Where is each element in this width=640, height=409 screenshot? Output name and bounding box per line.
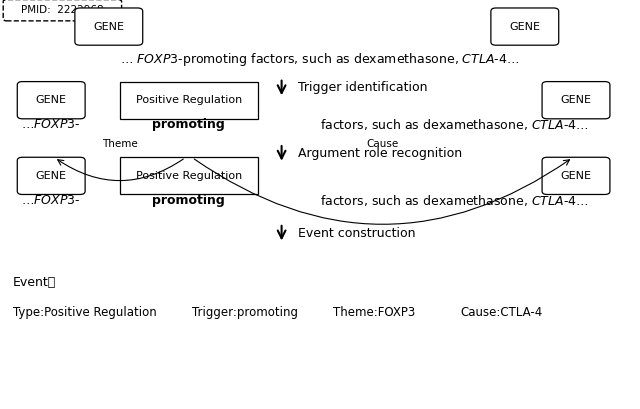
Text: PMID:  2222968: PMID: 2222968 bbox=[21, 5, 104, 15]
Text: factors, such as dexamethasone, $\mathit{CTLA}$-$\mathit{4}$…: factors, such as dexamethasone, $\mathit… bbox=[320, 117, 589, 132]
Text: promoting: promoting bbox=[152, 118, 225, 131]
Text: GENE: GENE bbox=[561, 95, 591, 105]
Text: Positive Regulation: Positive Regulation bbox=[136, 95, 242, 105]
Text: …$\mathit{FOXP3}$-: …$\mathit{FOXP3}$- bbox=[22, 118, 81, 131]
FancyBboxPatch shape bbox=[542, 82, 610, 119]
Text: Event：: Event： bbox=[13, 276, 56, 289]
FancyBboxPatch shape bbox=[17, 82, 85, 119]
FancyBboxPatch shape bbox=[120, 82, 258, 119]
Text: factors, such as dexamethasone, $\mathit{CTLA}$-$\mathit{4}$…: factors, such as dexamethasone, $\mathit… bbox=[320, 193, 589, 208]
Text: Theme:FOXP3: Theme:FOXP3 bbox=[333, 306, 415, 319]
Text: …$\mathit{FOXP3}$-: …$\mathit{FOXP3}$- bbox=[22, 194, 81, 207]
FancyBboxPatch shape bbox=[17, 157, 85, 195]
FancyArrowPatch shape bbox=[195, 159, 570, 224]
Text: GENE: GENE bbox=[36, 171, 67, 181]
FancyBboxPatch shape bbox=[491, 8, 559, 45]
Text: … $\mathit{FOXP3}$-promoting factors, such as dexamethasone, $\mathit{CTLA}$-$\m: … $\mathit{FOXP3}$-promoting factors, su… bbox=[120, 51, 520, 68]
Text: Type:Positive Regulation: Type:Positive Regulation bbox=[13, 306, 157, 319]
Text: Positive Regulation: Positive Regulation bbox=[136, 171, 242, 181]
Text: Event construction: Event construction bbox=[298, 227, 415, 240]
Text: promoting: promoting bbox=[152, 194, 225, 207]
FancyBboxPatch shape bbox=[120, 157, 258, 195]
FancyBboxPatch shape bbox=[75, 8, 143, 45]
FancyBboxPatch shape bbox=[3, 0, 122, 21]
Text: Theme: Theme bbox=[102, 139, 138, 149]
Text: Cause: Cause bbox=[366, 139, 399, 149]
Text: GENE: GENE bbox=[93, 22, 124, 31]
Text: Cause:CTLA-4: Cause:CTLA-4 bbox=[461, 306, 543, 319]
Text: Trigger:promoting: Trigger:promoting bbox=[192, 306, 298, 319]
Text: GENE: GENE bbox=[509, 22, 540, 31]
Text: Trigger identification: Trigger identification bbox=[298, 81, 427, 94]
Text: Argument role recognition: Argument role recognition bbox=[298, 147, 461, 160]
Text: GENE: GENE bbox=[561, 171, 591, 181]
Text: GENE: GENE bbox=[36, 95, 67, 105]
FancyBboxPatch shape bbox=[542, 157, 610, 195]
FancyArrowPatch shape bbox=[58, 159, 183, 181]
